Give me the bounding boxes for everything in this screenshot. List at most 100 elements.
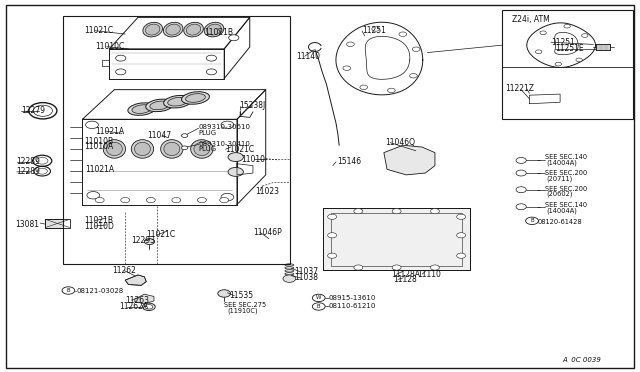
- Polygon shape: [560, 93, 563, 104]
- Text: 11021A: 11021A: [95, 126, 124, 136]
- Ellipse shape: [145, 24, 160, 35]
- Circle shape: [354, 209, 363, 214]
- Text: SEE SEC.200: SEE SEC.200: [545, 170, 587, 176]
- Text: 11535: 11535: [229, 291, 253, 300]
- Text: SEE SEC.140: SEE SEC.140: [545, 154, 587, 160]
- Ellipse shape: [103, 140, 125, 158]
- Text: 11262A: 11262A: [119, 302, 148, 311]
- Circle shape: [431, 265, 440, 270]
- Polygon shape: [83, 90, 266, 119]
- Polygon shape: [45, 219, 70, 228]
- Text: B: B: [67, 288, 70, 293]
- Circle shape: [457, 253, 466, 258]
- Circle shape: [328, 214, 337, 219]
- Circle shape: [328, 233, 337, 238]
- Text: 11047: 11047: [148, 131, 172, 140]
- Text: 11140: 11140: [296, 52, 320, 61]
- Circle shape: [86, 121, 99, 129]
- Text: 11010D: 11010D: [84, 221, 113, 231]
- Polygon shape: [83, 119, 237, 205]
- Ellipse shape: [131, 140, 154, 158]
- Circle shape: [392, 265, 401, 270]
- Circle shape: [228, 35, 239, 41]
- Ellipse shape: [150, 101, 170, 110]
- Text: 11037: 11037: [294, 267, 319, 276]
- Text: SEE SEC.200: SEE SEC.200: [545, 186, 587, 192]
- Circle shape: [145, 305, 153, 309]
- Text: (20711): (20711): [547, 175, 573, 182]
- Circle shape: [536, 50, 542, 54]
- Text: 08110-61210: 08110-61210: [329, 304, 376, 310]
- Circle shape: [312, 303, 325, 310]
- Ellipse shape: [146, 99, 173, 112]
- Polygon shape: [529, 93, 560, 95]
- Circle shape: [181, 134, 188, 137]
- Text: 12289: 12289: [17, 157, 40, 166]
- Bar: [63, 16, 290, 264]
- Text: 11021C: 11021C: [147, 230, 175, 240]
- Text: W: W: [316, 295, 321, 301]
- Text: SEE SEC.140: SEE SEC.140: [545, 202, 587, 208]
- Text: 11128A: 11128A: [392, 270, 420, 279]
- Circle shape: [206, 55, 216, 61]
- Text: 11262: 11262: [113, 266, 136, 275]
- Circle shape: [354, 265, 363, 270]
- Ellipse shape: [194, 142, 210, 155]
- Circle shape: [372, 27, 380, 31]
- Polygon shape: [237, 90, 266, 205]
- Text: 13081: 13081: [15, 220, 39, 229]
- Text: A  0C 0039: A 0C 0039: [563, 357, 602, 363]
- Text: 11021A: 11021A: [86, 165, 115, 174]
- Ellipse shape: [184, 22, 204, 37]
- Text: 12279: 12279: [21, 106, 45, 115]
- Text: 15146: 15146: [337, 157, 362, 166]
- Text: PLUG: PLUG: [198, 130, 217, 136]
- Text: B: B: [317, 304, 321, 309]
- Circle shape: [392, 209, 401, 214]
- Text: (11910C): (11910C): [227, 308, 258, 314]
- Circle shape: [410, 74, 417, 78]
- Ellipse shape: [164, 96, 191, 108]
- Bar: [323, 208, 470, 270]
- Circle shape: [228, 167, 243, 176]
- Text: (14004A): (14004A): [547, 160, 577, 166]
- Ellipse shape: [204, 22, 224, 37]
- Ellipse shape: [163, 22, 183, 37]
- Polygon shape: [529, 94, 560, 104]
- Circle shape: [220, 198, 228, 203]
- Text: SEE SEC.275: SEE SEC.275: [224, 302, 266, 308]
- Text: 11010: 11010: [241, 155, 265, 164]
- Circle shape: [172, 198, 180, 203]
- Circle shape: [87, 192, 100, 199]
- Ellipse shape: [207, 24, 221, 35]
- Text: (14004A): (14004A): [547, 207, 577, 214]
- Text: 15238J: 15238J: [239, 101, 266, 110]
- Circle shape: [62, 287, 75, 294]
- Circle shape: [283, 275, 296, 282]
- Bar: [502, 10, 633, 119]
- Text: 12289: 12289: [17, 167, 40, 176]
- Text: 11221Z: 11221Z: [505, 84, 534, 93]
- Text: 11110: 11110: [417, 270, 441, 279]
- Text: 089310-30410: 089310-30410: [198, 141, 250, 147]
- Circle shape: [555, 62, 561, 66]
- Text: 11251: 11251: [362, 26, 386, 35]
- Circle shape: [181, 146, 188, 150]
- Polygon shape: [109, 49, 224, 78]
- Circle shape: [218, 290, 230, 297]
- Circle shape: [516, 204, 526, 210]
- Circle shape: [360, 85, 367, 90]
- Ellipse shape: [164, 142, 180, 155]
- Bar: [45, 219, 70, 228]
- Text: 11021C: 11021C: [225, 145, 255, 154]
- Ellipse shape: [186, 94, 205, 102]
- Text: 11251E: 11251E: [555, 44, 584, 53]
- Polygon shape: [323, 208, 470, 270]
- Text: 11046Q: 11046Q: [385, 138, 415, 147]
- Polygon shape: [109, 17, 250, 49]
- Circle shape: [206, 69, 216, 75]
- Circle shape: [347, 42, 355, 46]
- Polygon shape: [251, 237, 276, 249]
- Circle shape: [582, 34, 588, 37]
- Circle shape: [576, 58, 582, 62]
